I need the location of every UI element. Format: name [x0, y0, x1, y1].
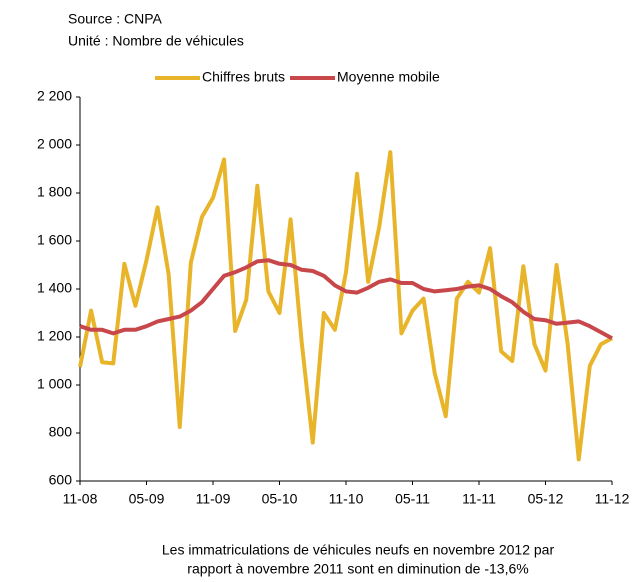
y-tick-label: 1 400: [37, 280, 72, 296]
y-tick-label: 800: [49, 424, 73, 440]
source: Source : CNPA: [68, 11, 163, 27]
x-tick-label: 05-09: [129, 491, 165, 507]
unit: Unité : Nombre de véhicules: [68, 33, 244, 49]
y-tick-label: 1 200: [37, 328, 72, 344]
x-tick-label: 05-11: [395, 491, 430, 507]
y-tick-label: 1 000: [37, 376, 72, 392]
y-tick-label: 2 200: [37, 88, 72, 104]
x-tick-label: 11-10: [329, 491, 364, 507]
series-line: [79, 258, 613, 340]
x-tick-label: 05-12: [528, 491, 564, 507]
x-tick-label: 11-12: [595, 491, 630, 507]
y-tick-label: 1 800: [37, 184, 72, 200]
x-tick-label: 11-11: [462, 491, 496, 507]
x-tick-label: 11-09: [196, 491, 231, 507]
legend-label: Chiffres bruts: [202, 69, 285, 85]
note: Les immatriculations de véhicules neufs …: [162, 542, 555, 558]
y-tick-label: 2 000: [37, 136, 72, 152]
y-tick-label: 600: [49, 472, 73, 488]
x-tick-label: 05-10: [262, 491, 298, 507]
legend-label: Moyenne mobile: [337, 69, 440, 85]
note: rapport à novembre 2011 sont en diminuti…: [187, 561, 528, 577]
series-line: [78, 150, 613, 462]
y-tick-label: 1 600: [37, 232, 72, 248]
x-tick-label: 11-08: [63, 491, 98, 507]
